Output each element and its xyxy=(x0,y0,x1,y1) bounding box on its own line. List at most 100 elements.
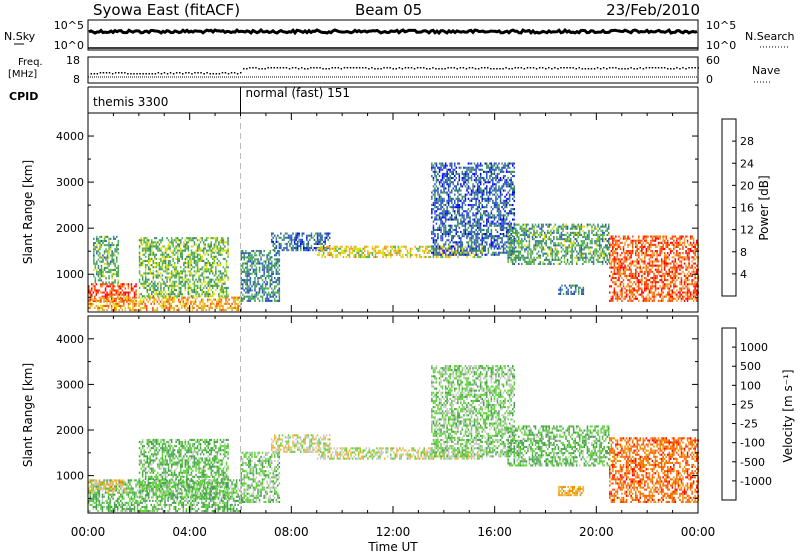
heatmap-cell xyxy=(95,300,98,303)
heatmap-cell xyxy=(121,285,124,288)
heatmap-cell xyxy=(437,193,439,196)
heatmap-cell xyxy=(472,214,474,217)
heatmap-cell xyxy=(569,238,572,241)
heatmap-cell xyxy=(196,255,199,258)
heatmap-cell xyxy=(240,299,242,302)
heatmap-cell xyxy=(322,249,325,252)
heatmap-cell xyxy=(575,288,577,291)
heatmap-cell xyxy=(472,183,474,186)
heatmap-cell xyxy=(483,191,485,194)
freq-dot xyxy=(633,68,635,70)
heatmap-cell xyxy=(198,274,200,277)
heatmap-cell xyxy=(133,293,136,296)
heatmap-cell xyxy=(196,266,199,269)
heatmap-cell xyxy=(440,226,442,229)
heatmap-cell xyxy=(493,183,496,186)
heatmap-cell xyxy=(267,252,270,255)
heatmap-cell xyxy=(504,220,506,223)
heatmap-cell xyxy=(452,177,454,180)
heatmap-cell xyxy=(117,293,119,296)
heatmap-cell xyxy=(178,245,180,248)
heatmap-cell xyxy=(501,224,503,227)
heatmap-cell xyxy=(505,222,508,225)
heatmap-cell xyxy=(435,181,438,184)
heatmap-cell xyxy=(100,298,102,301)
heatmap-cell xyxy=(511,231,514,234)
heatmap-cell xyxy=(187,266,190,269)
heatmap-cell xyxy=(335,245,337,248)
heatmap-cell xyxy=(327,254,329,257)
heatmap-cell xyxy=(501,187,503,190)
heatmap-cell xyxy=(221,276,223,279)
heatmap-cell xyxy=(547,254,549,257)
heatmap-cell xyxy=(102,258,104,261)
heatmap-cell xyxy=(263,250,265,253)
heatmap-cell xyxy=(205,270,208,273)
freq-dot xyxy=(310,67,312,69)
heatmap-cell xyxy=(464,177,467,180)
heatmap-cell xyxy=(263,254,265,257)
heatmap-cell xyxy=(432,251,435,254)
freq-dot xyxy=(261,68,263,70)
freq-dot xyxy=(136,73,138,75)
heatmap-cell xyxy=(484,233,486,236)
heatmap-cell xyxy=(260,274,262,277)
freq-dot xyxy=(142,73,144,75)
heatmap-cell xyxy=(249,283,252,286)
heatmap-cell xyxy=(186,266,188,269)
heatmap-cell xyxy=(473,191,476,194)
heatmap-cell xyxy=(171,300,174,303)
heatmap-cell xyxy=(298,234,300,237)
heatmap-cell xyxy=(164,284,167,287)
freq-dot xyxy=(682,67,684,69)
heatmap-cell xyxy=(117,242,119,245)
heatmap-cell xyxy=(472,222,474,225)
heatmap-cell xyxy=(508,237,511,240)
heatmap-cell xyxy=(394,249,396,252)
heatmap-cell xyxy=(147,300,149,303)
heatmap-cell xyxy=(582,256,584,259)
heatmap-cell xyxy=(210,270,212,273)
heatmap-cell xyxy=(158,291,161,294)
heatmap-cell xyxy=(501,179,503,182)
heatmap-cell xyxy=(327,234,329,237)
heatmap-cell xyxy=(269,266,271,269)
heatmap-cell xyxy=(219,302,221,305)
heatmap-cell xyxy=(576,240,578,243)
heatmap-cell xyxy=(117,268,119,271)
heatmap-cell xyxy=(359,254,361,257)
heatmap-cell xyxy=(542,254,544,257)
heatmap-cell xyxy=(470,247,473,250)
heatmap-cell xyxy=(218,259,220,262)
heatmap-cell xyxy=(106,304,108,307)
heatmap-cell xyxy=(367,249,369,252)
heatmap-cell xyxy=(454,249,456,252)
heatmap-cell xyxy=(466,189,468,192)
heatmap-cell xyxy=(467,177,470,180)
freq-dot xyxy=(246,68,248,70)
heatmap-cell xyxy=(492,243,494,246)
heatmap-cell xyxy=(444,220,447,223)
heatmap-cell xyxy=(199,284,202,287)
heatmap-cell xyxy=(479,243,482,246)
heatmap-cell xyxy=(460,245,462,248)
heatmap-cell xyxy=(452,168,454,171)
heatmap-cell xyxy=(207,291,209,294)
heatmap-cell xyxy=(153,309,156,312)
heatmap-cell xyxy=(277,270,279,273)
heatmap-cell xyxy=(300,240,302,243)
heatmap-cell xyxy=(449,212,451,215)
heatmap-cell xyxy=(446,168,448,171)
heatmap-cell xyxy=(475,239,477,242)
heatmap-cell xyxy=(329,245,331,248)
freq-dot xyxy=(355,67,358,69)
heatmap-cell xyxy=(199,249,202,252)
heatmap-cell xyxy=(487,251,490,254)
heatmap-cell xyxy=(222,239,225,242)
heatmap-cell xyxy=(518,254,520,257)
heatmap-cell xyxy=(158,262,161,265)
heatmap-cell xyxy=(210,284,212,287)
heatmap-cell xyxy=(444,235,447,238)
heatmap-cell xyxy=(478,206,480,209)
heatmap-cell xyxy=(106,262,109,265)
